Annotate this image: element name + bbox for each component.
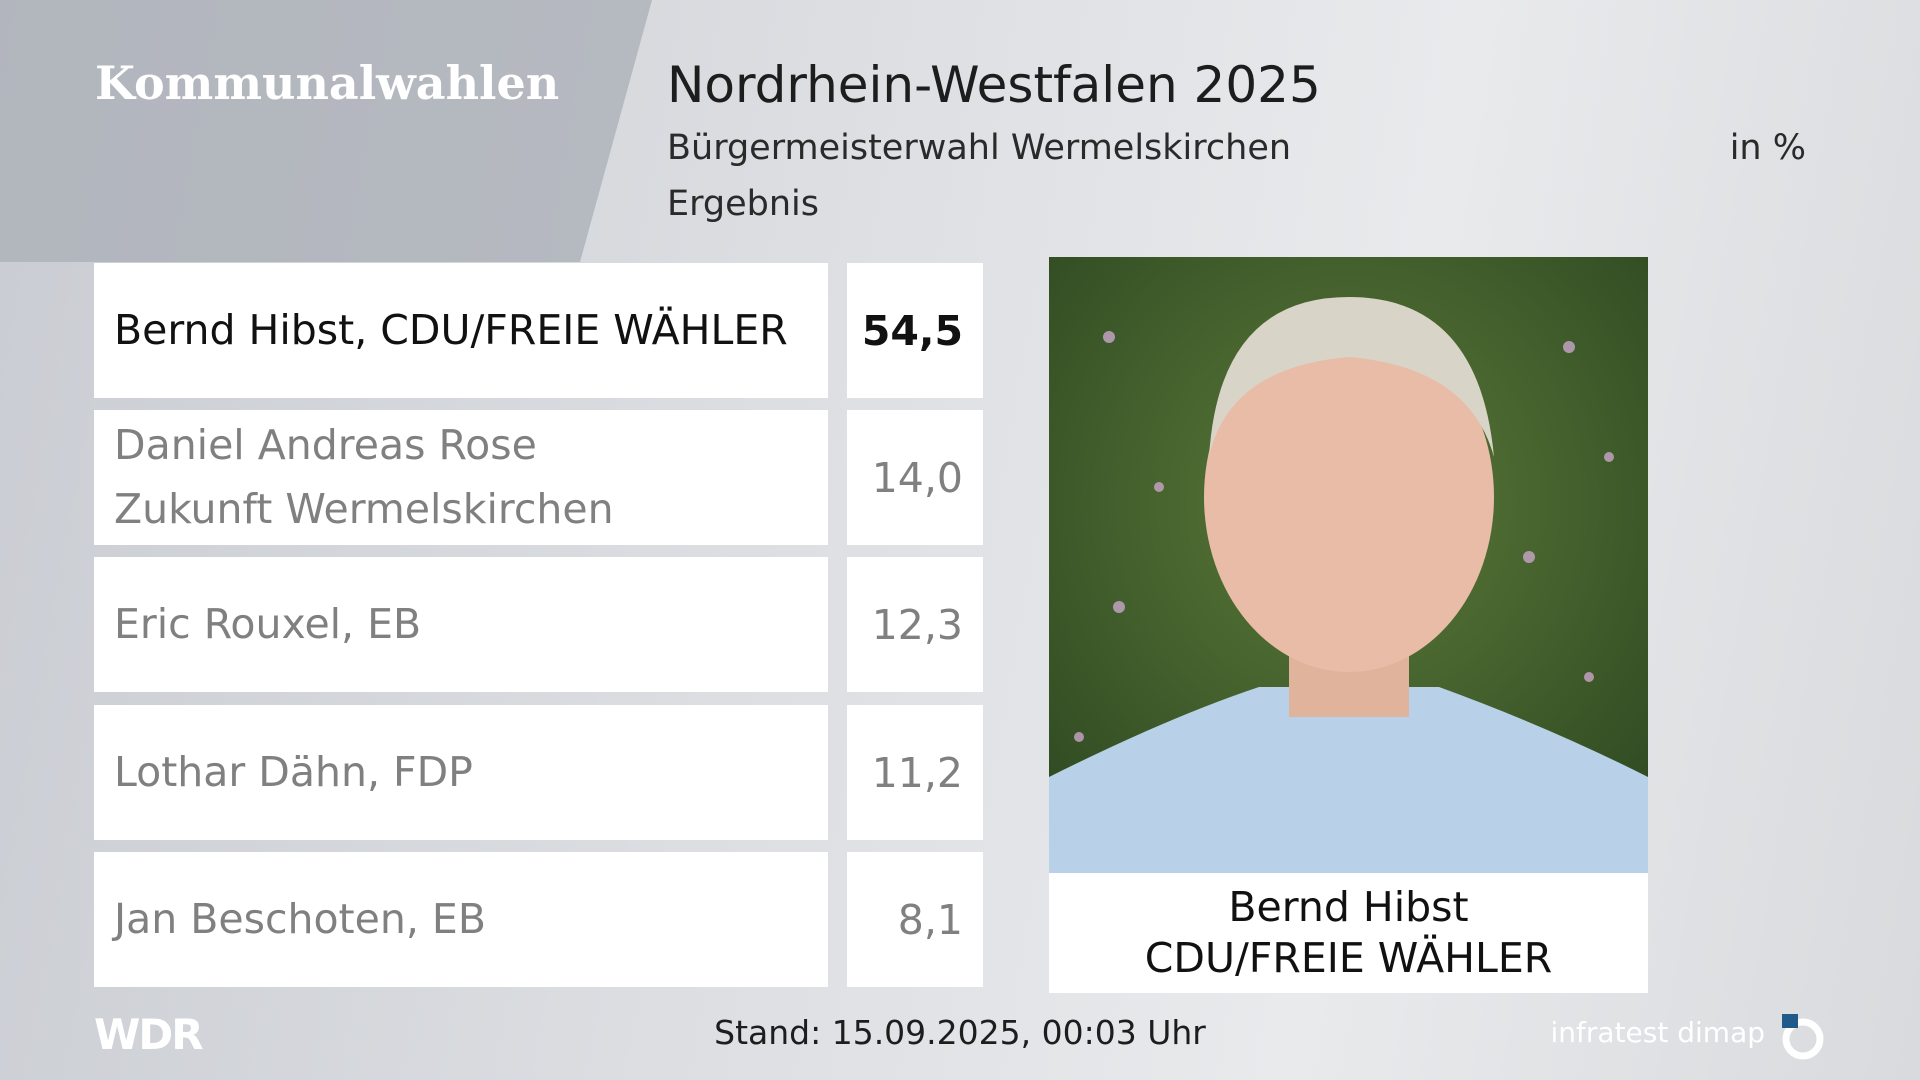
photo-caption: Bernd Hibst CDU/FREIE WÄHLER — [1049, 873, 1648, 993]
left-title: Kommunalwahlen — [95, 56, 560, 110]
status: Stand: 15.09.2025, 00:03 Uhr — [714, 1013, 1206, 1052]
vote-share: 8,1 — [847, 852, 983, 987]
vote-share: 12,3 — [847, 557, 983, 692]
candidate-line: Bernd Hibst, CDU/FREIE WÄHLER — [114, 305, 788, 354]
candidate-cell: Bernd Hibst, CDU/FREIE WÄHLER — [94, 263, 828, 398]
subtitle: Bürgermeisterwahl Wermelskirchen — [667, 128, 1292, 168]
candidate-cell: Daniel Andreas Rose Zukunft Wermelskirche… — [94, 410, 828, 545]
source: infratest dimap — [1550, 1016, 1765, 1049]
vote-share: 54,5 — [847, 263, 983, 398]
candidate-photo — [1049, 257, 1648, 873]
logo: WDR — [94, 1010, 204, 1059]
title: Nordrhein-Westfalen 2025 — [667, 56, 1321, 114]
candidate-cell: Jan Beschoten, EB — [94, 852, 828, 987]
vote-share: 14,0 — [847, 410, 983, 545]
caption-party: CDU/FREIE WÄHLER — [1144, 934, 1553, 982]
caption-name: Bernd Hibst — [1228, 882, 1469, 931]
candidate-cell: Lothar Dähn, FDP — [94, 705, 828, 840]
vote-share: 11,2 — [847, 705, 983, 840]
candidate-line: Jan Beschoten, EB — [114, 894, 486, 943]
source-icon — [1782, 1014, 1824, 1060]
label: Ergebnis — [667, 184, 819, 224]
candidate-line: Daniel Andreas Rose — [114, 420, 537, 469]
candidate-line: Lothar Dähn, FDP — [114, 747, 473, 796]
candidate-line: Zukunft Wermelskirchen — [114, 484, 614, 533]
candidate-cell: Eric Rouxel, EB — [94, 557, 828, 692]
candidate-line: Eric Rouxel, EB — [114, 599, 422, 648]
unit: in % — [1729, 128, 1806, 168]
